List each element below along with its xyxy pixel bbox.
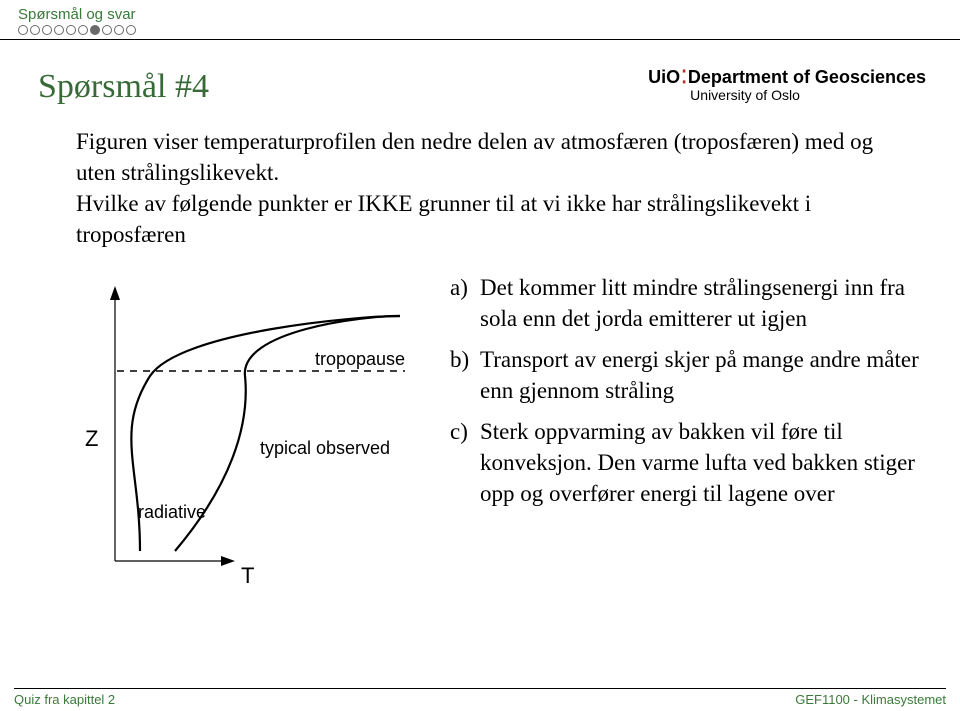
answer-item: b)Transport av energi skjer på mange and… — [450, 344, 920, 406]
answers-list: a)Det kommer litt mindre strålingsenergi… — [450, 268, 920, 591]
uio-logo: UiO⁚Department of Geosciences University… — [648, 68, 926, 103]
answer-text: Transport av energi skjer på mange andre… — [480, 344, 920, 406]
logo-dots-icon: ⁚ — [681, 67, 685, 87]
footer-left: Quiz fra kapittel 2 — [14, 692, 115, 707]
progress-dot — [54, 25, 64, 35]
answer-label: c) — [450, 416, 480, 509]
progress-dot — [66, 25, 76, 35]
svg-text:typical observed: typical observed — [260, 438, 390, 458]
progress-dot — [78, 25, 88, 35]
answer-label: b) — [450, 344, 480, 406]
intro-paragraph-1: Figuren viser temperaturprofilen den ned… — [76, 126, 900, 188]
footer-separator — [14, 688, 946, 689]
temperature-profile-diagram: Z Ttropopause typical observed radiative — [60, 276, 420, 586]
progress-dots — [18, 25, 942, 35]
progress-dot — [126, 25, 136, 35]
logo-uio-text: UiO — [648, 67, 680, 87]
footer-right: GEF1100 - Klimasystemet — [795, 692, 946, 707]
svg-text:radiative: radiative — [138, 502, 206, 522]
progress-dot — [42, 25, 52, 35]
logo-university: University of Oslo — [690, 88, 926, 103]
intro-paragraph-2: Hvilke av følgende punkter er IKKE grunn… — [76, 188, 900, 250]
answer-item: a)Det kommer litt mindre strålingsenergi… — [450, 272, 920, 334]
section-title: Spørsmål og svar — [18, 6, 942, 23]
answer-text: Sterk oppvarming av bakken vil føre til … — [480, 416, 920, 509]
progress-dot — [30, 25, 40, 35]
answer-item: c)Sterk oppvarming av bakken vil føre ti… — [450, 416, 920, 509]
logo-department: Department of Geosciences — [688, 67, 926, 87]
answer-text: Det kommer litt mindre strålingsenergi i… — [480, 272, 920, 334]
svg-text:tropopause: tropopause — [315, 349, 405, 369]
answer-label: a) — [450, 272, 480, 334]
progress-dot — [18, 25, 28, 35]
svg-text:T: T — [241, 563, 254, 586]
progress-dot — [90, 25, 100, 35]
slide-title: Spørsmål #4 — [38, 68, 209, 106]
progress-dot — [114, 25, 124, 35]
progress-dot — [102, 25, 112, 35]
svg-text:Z: Z — [85, 426, 98, 451]
